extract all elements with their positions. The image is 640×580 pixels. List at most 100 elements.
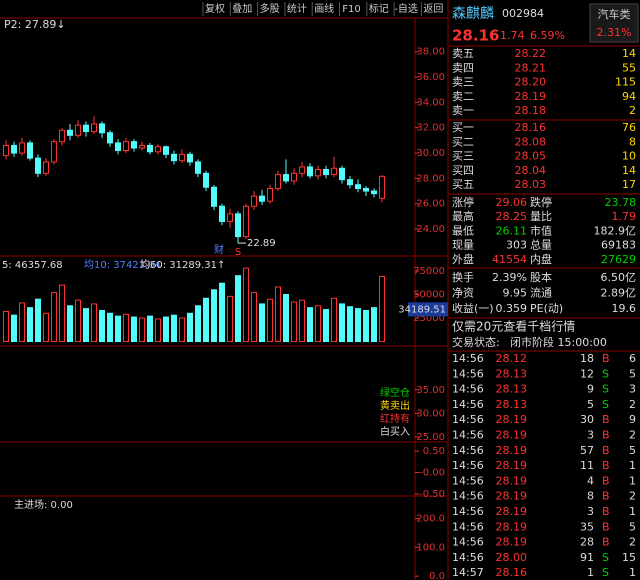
volume-bar <box>379 275 385 343</box>
toolbar-button[interactable]: 统计 <box>287 2 307 15</box>
stat-label: 量比 <box>530 210 552 223</box>
candle-body <box>211 186 217 207</box>
candle-body <box>59 129 65 143</box>
candle-body <box>355 184 361 190</box>
stat-value: 69183 <box>601 239 636 252</box>
book-label: 买四 <box>452 164 474 177</box>
trade-count: 1 <box>629 505 636 518</box>
trade-volume: 57 <box>580 444 594 457</box>
trade-volume: 30 <box>580 413 594 426</box>
book-label: 卖五 <box>452 47 474 60</box>
book-volume: 94 <box>622 90 636 103</box>
candle-body <box>3 144 9 157</box>
stat-value: 29.06 <box>496 196 528 209</box>
volume-bar <box>219 282 225 343</box>
volume-bar <box>203 297 209 343</box>
trade-count: 5 <box>629 444 636 457</box>
trade-price: 28.19 <box>496 505 528 518</box>
candle-body <box>155 146 161 153</box>
y-tick-label: 34.00 <box>416 97 445 108</box>
volume-bar <box>211 289 217 343</box>
y-tick-label: 75000 <box>413 266 445 277</box>
volume-legend: 均60: 31289.31↑ <box>140 259 225 271</box>
book-price: 28.16 <box>515 121 547 134</box>
trade-price: 28.19 <box>496 490 528 503</box>
candle-body <box>307 166 313 177</box>
trade-price: 28.19 <box>496 429 528 442</box>
candle-body <box>187 153 193 163</box>
volume-bar <box>67 305 73 343</box>
trade-count: 2 <box>629 429 636 442</box>
book-price: 28.05 <box>515 150 547 163</box>
stat-label: 总量 <box>530 238 552 252</box>
toolbar-button[interactable]: 叠加 <box>232 3 252 15</box>
trade-price: 28.19 <box>496 536 528 549</box>
volume-bar <box>19 302 25 343</box>
volume-bar <box>323 309 329 343</box>
sector-name[interactable]: 汽车类 <box>598 7 631 21</box>
y-tick-label: 36.00 <box>416 72 445 83</box>
volume-bar <box>123 313 129 343</box>
volume-bar <box>315 305 321 343</box>
trade-time: 14:56 <box>452 444 484 457</box>
volume-bar <box>355 308 361 343</box>
candle-body <box>67 129 73 136</box>
toolbar-button[interactable]: 标记 <box>369 3 389 15</box>
trade-count: 9 <box>629 413 636 426</box>
status-label: 交易状态: <box>452 335 500 349</box>
indicator-label: P2: 27.89↓ <box>4 18 66 31</box>
candle-body <box>75 124 81 136</box>
stat-label: PE(动) <box>530 302 563 315</box>
volume-bar <box>75 299 81 343</box>
stat-label: 跌停 <box>530 195 552 209</box>
book-volume: 10 <box>622 150 636 163</box>
stat-value: 23.78 <box>605 196 637 209</box>
candle-body <box>163 146 169 155</box>
trade-volume: 91 <box>580 551 594 564</box>
trade-count: 3 <box>629 383 636 396</box>
trade-count: 1 <box>629 566 636 579</box>
book-price: 28.21 <box>515 61 547 74</box>
stat-label: 收益(一) <box>452 301 494 315</box>
trade-side: B <box>602 352 610 365</box>
toolbar-button[interactable]: 复权 <box>205 2 225 15</box>
trade-price: 28.13 <box>496 383 528 396</box>
trade-price: 28.12 <box>496 352 528 365</box>
stat-value: 9.95 <box>503 287 528 300</box>
trade-side: B <box>602 429 610 442</box>
notice[interactable]: 仅需20元查看千档行情 <box>452 320 575 334</box>
stat-label: 流通 <box>530 286 552 300</box>
book-price: 28.03 <box>515 178 547 191</box>
toolbar-button[interactable]: -自选 <box>394 2 418 15</box>
trade-time: 14:56 <box>452 367 484 380</box>
book-price: 28.22 <box>515 47 547 60</box>
volume-bar <box>59 284 65 343</box>
book-label: 卖四 <box>452 61 474 74</box>
trade-side: S <box>602 551 609 564</box>
volume-bar <box>99 309 105 343</box>
trade-side: B <box>602 520 610 533</box>
y-tick-label: 50000 <box>413 289 445 300</box>
toolbar-button[interactable]: 画线 <box>314 2 334 15</box>
toolbar-button[interactable]: F10 <box>342 4 360 15</box>
toolbar-button[interactable]: 返回 <box>423 3 443 15</box>
panel-title: 主进场: 0.00 <box>14 498 73 511</box>
sector-box[interactable] <box>589 3 639 43</box>
trade-side: S <box>602 367 609 380</box>
y-tick-label: 28.00 <box>416 173 445 184</box>
volume-bar <box>251 292 257 343</box>
trade-side: B <box>602 444 610 457</box>
candle-body <box>123 141 129 152</box>
trade-volume: 3 <box>587 429 594 442</box>
signal-legend: 红持有 <box>380 412 410 425</box>
stock-name: 森麒麟 <box>452 6 494 22</box>
candle-body <box>27 142 33 159</box>
stat-value: 28.25 <box>496 210 528 223</box>
trade-time: 14:56 <box>452 398 484 411</box>
y-tick-label: 25000 <box>413 313 445 324</box>
trade-side: B <box>602 505 610 518</box>
book-price: 28.08 <box>515 135 547 148</box>
toolbar-button[interactable]: 多股 <box>260 2 280 15</box>
signal-legend: 绿空仓 <box>380 386 410 399</box>
book-label: 买一 <box>452 121 474 134</box>
